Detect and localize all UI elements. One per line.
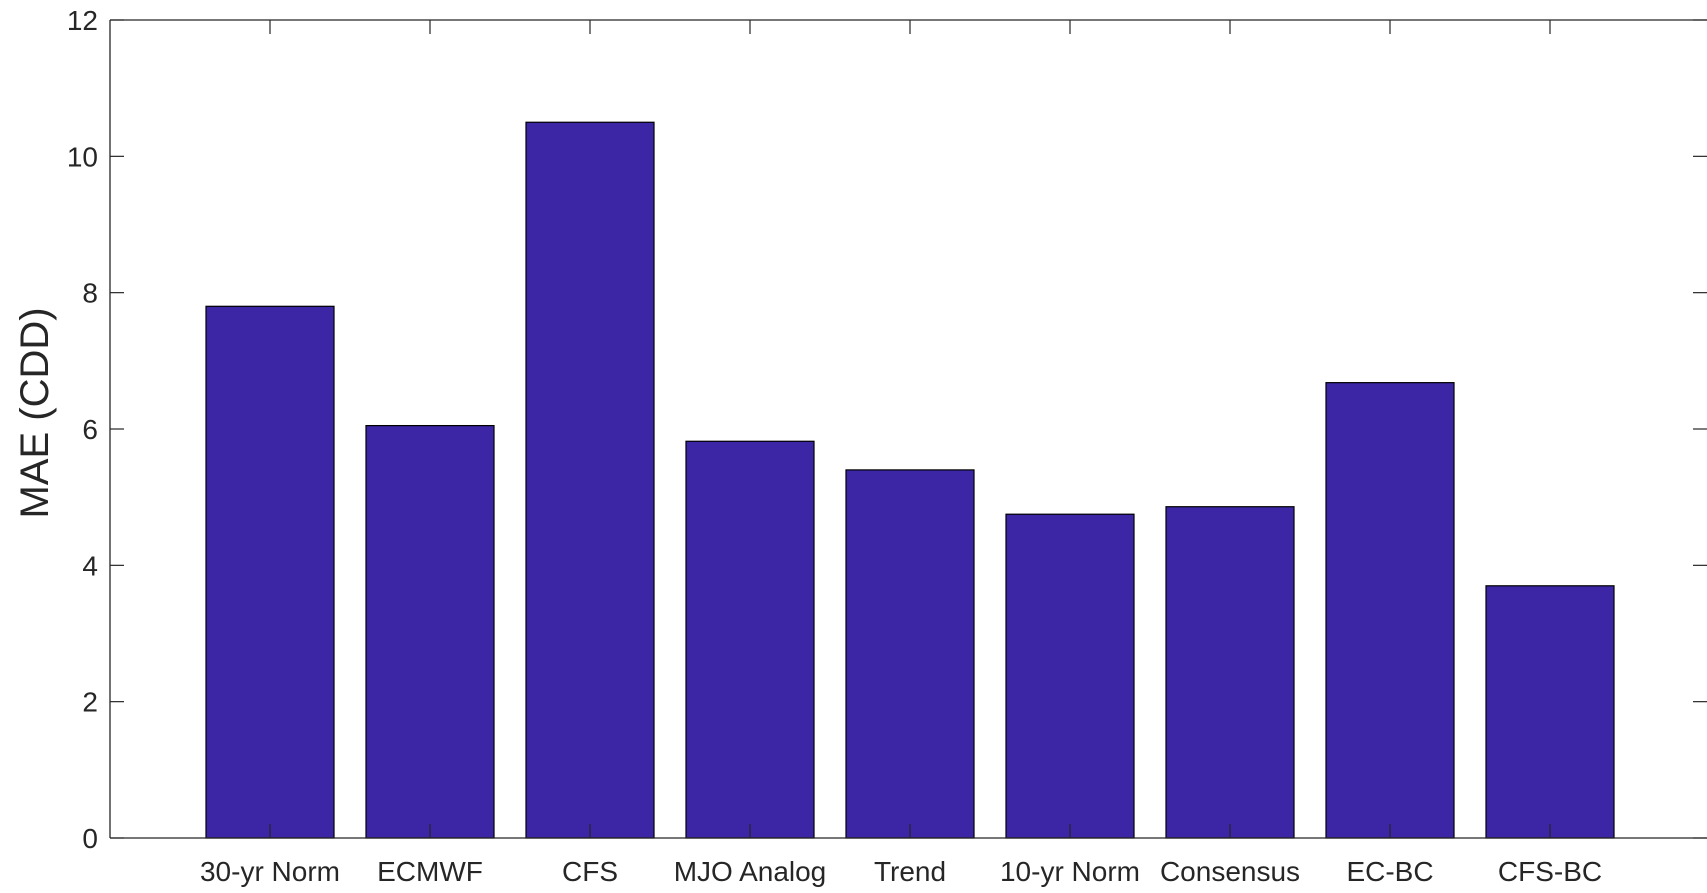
bar-ecmwf xyxy=(365,424,495,839)
x-tick-label: CFS-BC xyxy=(1498,856,1602,887)
bar-30-yr-norm xyxy=(205,305,335,839)
x-tick-label: 30-yr Norm xyxy=(200,856,340,887)
x-tick-label: 10-yr Norm xyxy=(1000,856,1140,887)
y-tick-label: 4 xyxy=(82,550,98,581)
x-tick-label: CFS xyxy=(562,856,618,887)
bar-10-yr-norm xyxy=(1005,513,1135,839)
y-axis-label: MAE (CDD) xyxy=(13,307,57,518)
bar-cfs-bc xyxy=(1485,585,1615,839)
x-tick-label: Consensus xyxy=(1160,856,1300,887)
x-tick-label: MJO Analog xyxy=(674,856,827,887)
y-ticks-group: 0 2 4 6 8 10 12 xyxy=(67,5,1707,854)
x-tick-label: Trend xyxy=(874,856,946,887)
bar-ec-bc xyxy=(1325,382,1455,839)
y-tick-label: 12 xyxy=(67,5,98,36)
bars-group xyxy=(205,121,1615,839)
bar-consensus xyxy=(1165,506,1295,839)
y-tick-label: 0 xyxy=(82,823,98,854)
x-tick-label: ECMWF xyxy=(377,856,483,887)
bar-cfs xyxy=(525,121,655,839)
y-tick-label: 6 xyxy=(82,414,98,445)
bar-trend xyxy=(845,469,975,839)
x-ticks-group: 30-yr Norm ECMWF CFS MJO Analog Trend 10-yr N… xyxy=(200,20,1602,887)
x-tick-label: EC-BC xyxy=(1346,856,1433,887)
y-tick-label: 8 xyxy=(82,278,98,309)
bar-mjo-analog xyxy=(685,440,815,839)
y-tick-label: 10 xyxy=(67,141,98,172)
y-tick-label: 2 xyxy=(82,687,98,718)
